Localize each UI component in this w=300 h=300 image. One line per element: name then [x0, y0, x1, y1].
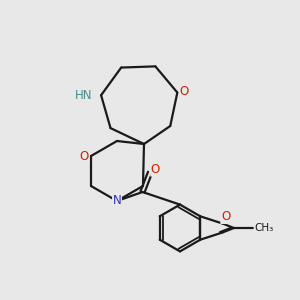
Text: O: O	[179, 85, 189, 98]
Text: O: O	[221, 210, 230, 224]
Text: O: O	[151, 163, 160, 176]
Text: HN: HN	[75, 89, 93, 102]
Text: CH₃: CH₃	[254, 223, 274, 233]
Text: O: O	[80, 149, 89, 163]
Text: N: N	[112, 194, 122, 208]
